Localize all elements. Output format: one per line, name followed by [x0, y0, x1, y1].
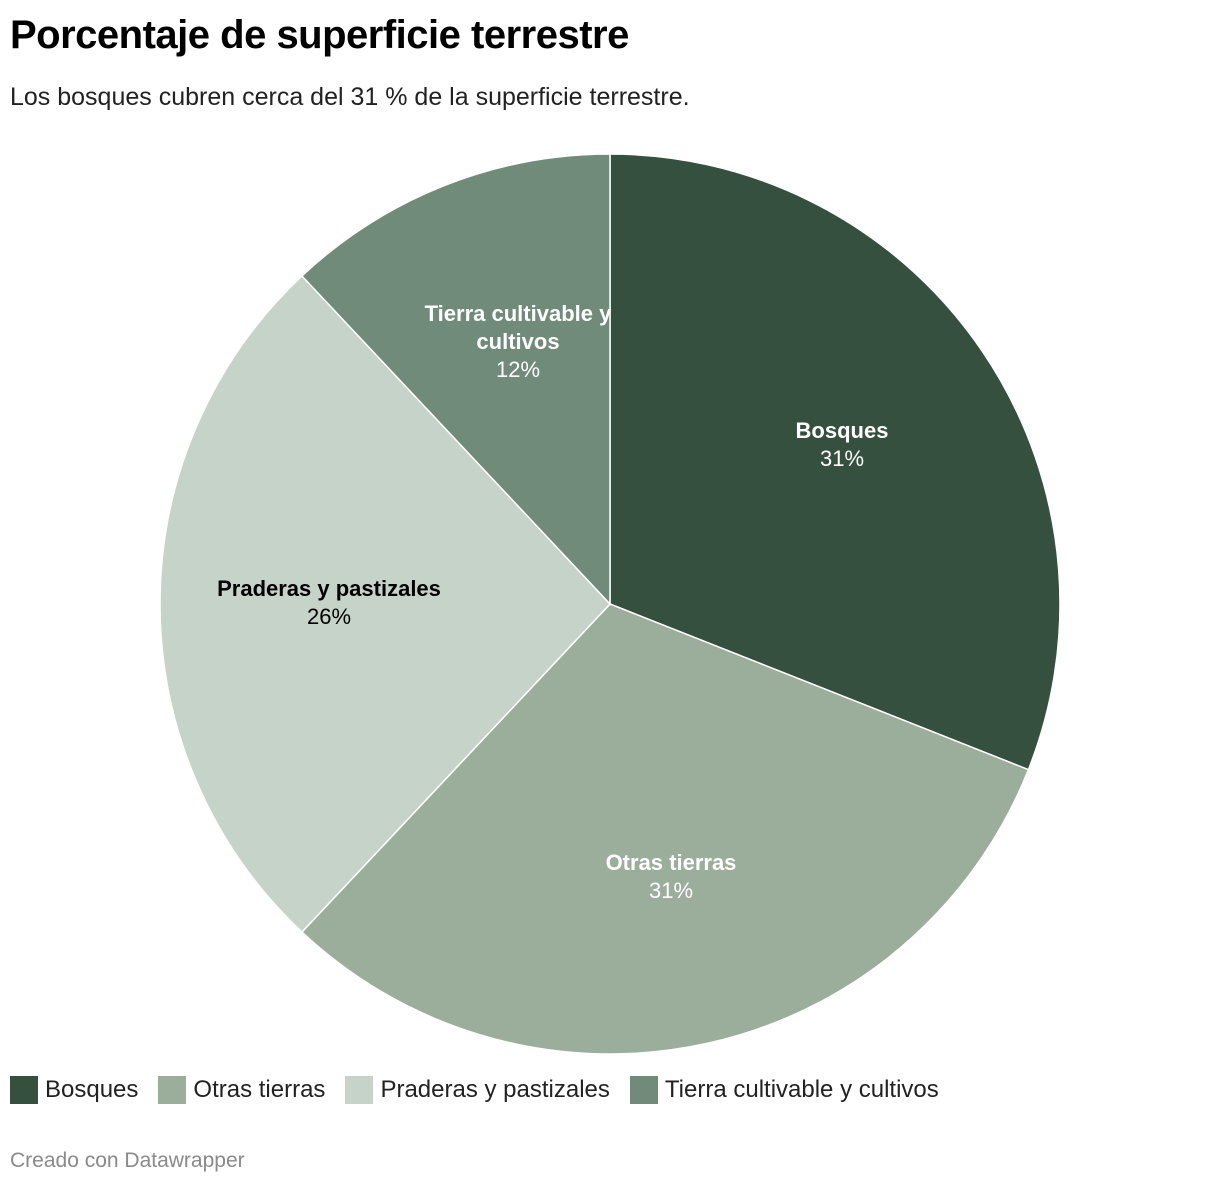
pie-slice-2	[159, 274, 612, 934]
legend-swatch	[345, 1076, 374, 1104]
slice-value: 31%	[820, 446, 864, 471]
legend: Bosques Otras tierras Praderas y pastiza…	[10, 1076, 959, 1104]
chart-subtitle: Los bosques cubren cerca del 31 % de la …	[10, 83, 690, 111]
legend-label: Otras tierras	[193, 1076, 326, 1103]
legend-item-otras-tierras: Otras tierras	[158, 1076, 325, 1104]
pie-slice-0	[609, 153, 1061, 771]
legend-label: Praderas y pastizales	[380, 1076, 610, 1103]
pie-slice-3	[300, 153, 611, 606]
legend-swatch	[158, 1076, 187, 1104]
slice-value: 12%	[496, 357, 540, 382]
legend-swatch	[629, 1076, 658, 1104]
slice-name: Bosques	[796, 418, 889, 443]
legend-item-bosques: Bosques	[10, 1076, 138, 1104]
chart-title: Porcentaje de superficie terrestre	[10, 13, 629, 57]
slice-label-1: Otras tierras 31%	[606, 850, 737, 903]
slice-name: Otras tierras	[606, 850, 737, 875]
legend-label: Tierra cultivable y cultivos	[664, 1076, 939, 1103]
slice-value: 26%	[307, 604, 351, 629]
slice-name: Tierra cultivable y	[425, 301, 612, 326]
legend-item-praderas: Praderas y pastizales	[345, 1076, 610, 1104]
slice-name: cultivos	[476, 329, 559, 354]
slice-value: 31%	[649, 878, 693, 903]
pie-slice-1	[300, 603, 1030, 1055]
footer-credit: Creado con Datawrapper	[10, 1149, 245, 1172]
slice-label-3: Tierra cultivable y cultivos 12%	[425, 301, 612, 382]
legend-item-tierra-cultivable: Tierra cultivable y cultivos	[629, 1076, 939, 1104]
slice-label-2: Praderas y pastizales 26%	[217, 576, 441, 629]
legend-label: Bosques	[45, 1076, 139, 1103]
slice-name: Praderas y pastizales	[217, 576, 441, 601]
legend-swatch	[10, 1076, 38, 1104]
pie-chart: Bosques 31% Otras tierras 31% Praderas y pas…	[159, 153, 1061, 1055]
slice-label-0: Bosques 31%	[796, 418, 889, 471]
